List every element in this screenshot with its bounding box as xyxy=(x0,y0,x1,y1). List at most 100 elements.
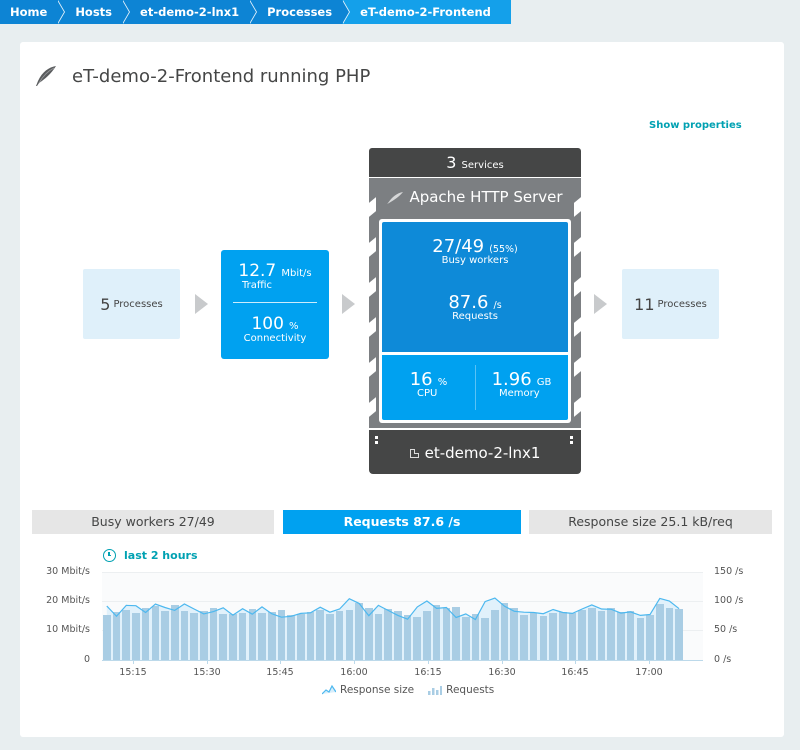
traffic-box[interactable]: 12.7 Mbit/s Traffic 100 % Connectivity xyxy=(221,250,329,359)
requests-bar[interactable] xyxy=(607,608,616,660)
show-properties-link[interactable]: Show properties xyxy=(649,120,742,131)
requests-bar[interactable] xyxy=(384,609,392,660)
requests-bar[interactable] xyxy=(500,603,509,660)
requests-bar[interactable] xyxy=(539,616,548,660)
resources-box[interactable]: 16 % CPU 1.96 GB Memory xyxy=(382,355,568,420)
tab-busy-workers[interactable]: Busy workers 27/49 xyxy=(32,510,274,534)
requests-bar[interactable] xyxy=(461,616,470,660)
requests-bar[interactable] xyxy=(103,614,111,660)
requests-bar[interactable] xyxy=(297,614,305,660)
requests-bar[interactable] xyxy=(442,608,451,660)
requests-bar[interactable] xyxy=(452,607,460,660)
incoming-label: Processes xyxy=(113,298,163,310)
requests-bar[interactable] xyxy=(209,608,218,660)
services-label: Services xyxy=(461,160,504,171)
requests-bar[interactable] xyxy=(345,609,354,660)
requests-bar[interactable] xyxy=(141,608,150,660)
service-name[interactable]: Apache HTTP Server xyxy=(369,188,581,206)
breadcrumb-home[interactable]: Home xyxy=(0,0,66,24)
requests-bar[interactable] xyxy=(665,607,674,660)
busy-workers-box[interactable]: 27/49 (55%) Busy workers 87.6 /s Request… xyxy=(382,222,568,352)
requests-bar[interactable] xyxy=(675,609,683,660)
requests-bar[interactable] xyxy=(617,611,625,660)
requests-bar[interactable] xyxy=(394,610,402,660)
requests-bar[interactable] xyxy=(636,617,645,660)
response-size-line xyxy=(106,597,680,621)
requests-bar[interactable] xyxy=(122,610,131,660)
memory-unit: GB xyxy=(536,377,552,388)
busy-workers-value: 27/49 xyxy=(432,236,485,257)
breadcrumb-host[interactable]: et-demo-2-lnx1 xyxy=(122,0,258,24)
legend-response-size[interactable]: Response size xyxy=(322,684,414,696)
chart-plot-area[interactable] xyxy=(102,572,703,664)
requests-bar[interactable] xyxy=(578,609,586,660)
requests-bar[interactable] xyxy=(558,611,567,660)
requests-bar[interactable] xyxy=(335,610,344,660)
requests-bar[interactable] xyxy=(326,614,334,660)
requests-bar[interactable] xyxy=(316,610,325,660)
requests-bar[interactable] xyxy=(491,609,499,660)
drag-handle-icon[interactable] xyxy=(570,436,573,446)
requests-bar[interactable] xyxy=(626,611,635,660)
requests-bar[interactable] xyxy=(529,613,538,660)
service-box: Apache HTTP Server 27/49 (55%) Busy work… xyxy=(369,178,581,428)
requests-bar[interactable] xyxy=(403,614,412,660)
y-left-tick: 10 Mbit/s xyxy=(46,624,90,635)
services-header[interactable]: 3 Services xyxy=(369,148,581,177)
apache-feather-icon xyxy=(387,191,404,204)
arrow-right-icon xyxy=(195,294,208,314)
outgoing-processes-box[interactable]: 11 Processes xyxy=(622,269,719,339)
gridline xyxy=(102,572,703,573)
traffic-label: Traffic xyxy=(242,280,273,291)
requests-bar[interactable] xyxy=(471,613,480,660)
requests-bar[interactable] xyxy=(423,610,431,660)
tab-response-size[interactable]: Response size 25.1 kB/req xyxy=(529,510,772,534)
requests-bar[interactable] xyxy=(588,608,596,660)
requests-bar[interactable] xyxy=(364,608,373,660)
requests-bar[interactable] xyxy=(287,614,295,660)
requests-bar[interactable] xyxy=(374,614,383,660)
requests-bar[interactable] xyxy=(132,613,140,660)
requests-bar[interactable] xyxy=(413,616,422,660)
requests-bar[interactable] xyxy=(219,614,228,660)
requests-bar[interactable] xyxy=(161,611,169,660)
legend-requests[interactable]: Requests xyxy=(428,684,494,696)
requests-bar[interactable] xyxy=(510,608,519,660)
connectivity-value: 100 xyxy=(251,314,284,334)
cpu-value: 16 xyxy=(409,369,433,390)
requests-bar[interactable] xyxy=(112,611,121,660)
requests-bar[interactable] xyxy=(258,613,266,660)
requests-bar[interactable] xyxy=(277,609,286,660)
requests-bar[interactable] xyxy=(170,604,179,660)
incoming-processes-box[interactable]: 5 Processes xyxy=(83,269,180,339)
drag-handle-icon[interactable] xyxy=(375,436,378,446)
breadcrumb-processes[interactable]: Processes xyxy=(249,0,351,24)
requests-bar[interactable] xyxy=(306,611,315,660)
requests-bar[interactable] xyxy=(190,613,198,660)
host-link[interactable]: et-demo-2-lnx1 xyxy=(369,430,581,474)
requests-bar[interactable] xyxy=(549,613,557,660)
requests-bar[interactable] xyxy=(151,606,160,660)
y-right-tick: 150 /s xyxy=(714,566,744,577)
requests-bar[interactable] xyxy=(355,603,363,660)
tab-requests[interactable]: Requests 87.6 /s xyxy=(283,510,521,534)
breadcrumb-hosts[interactable]: Hosts xyxy=(57,0,130,24)
requests-bar[interactable] xyxy=(180,610,189,660)
service-metrics: 27/49 (55%) Busy workers 87.6 /s Request… xyxy=(379,219,571,423)
y-left-tick: 20 Mbit/s xyxy=(46,595,90,606)
timeframe-selector[interactable]: last 2 hours xyxy=(103,549,198,562)
requests-bar[interactable] xyxy=(248,609,257,660)
requests-bar[interactable] xyxy=(568,612,577,660)
requests-bar[interactable] xyxy=(597,610,606,660)
requests-bar[interactable] xyxy=(238,613,247,660)
requests-bar[interactable] xyxy=(200,611,208,660)
requests-bar[interactable] xyxy=(520,614,528,660)
requests-bar[interactable] xyxy=(646,614,654,660)
arrow-right-icon xyxy=(594,294,607,314)
busy-workers-pct: (55%) xyxy=(489,244,518,255)
requests-bar[interactable] xyxy=(655,604,664,660)
requests-bar[interactable] xyxy=(432,604,441,660)
requests-bar[interactable] xyxy=(267,611,276,660)
requests-bar[interactable] xyxy=(229,613,237,660)
requests-bar[interactable] xyxy=(481,617,489,660)
